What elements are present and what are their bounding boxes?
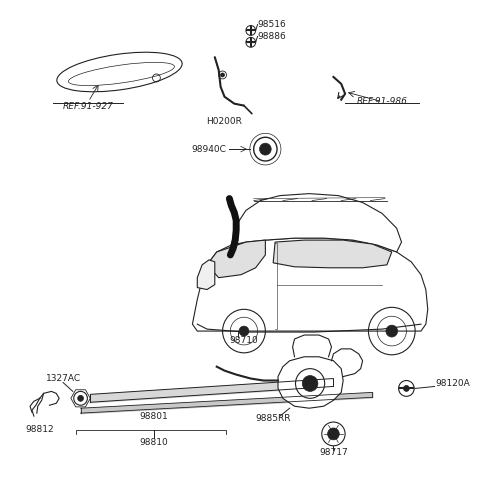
Polygon shape bbox=[192, 238, 428, 331]
Text: 1327AC: 1327AC bbox=[46, 374, 81, 383]
Text: 98940C: 98940C bbox=[192, 144, 227, 153]
Text: 98120A: 98120A bbox=[435, 379, 470, 388]
Polygon shape bbox=[278, 357, 343, 408]
Circle shape bbox=[386, 325, 397, 337]
Circle shape bbox=[78, 395, 84, 401]
Circle shape bbox=[221, 73, 225, 77]
Circle shape bbox=[302, 375, 318, 391]
Text: REF.91-986: REF.91-986 bbox=[357, 97, 408, 106]
Polygon shape bbox=[197, 260, 215, 289]
Circle shape bbox=[260, 143, 271, 155]
Text: 98717: 98717 bbox=[319, 448, 348, 457]
Circle shape bbox=[404, 385, 409, 391]
Text: 98812: 98812 bbox=[25, 425, 54, 434]
Text: 98810: 98810 bbox=[139, 438, 168, 447]
Circle shape bbox=[328, 428, 339, 440]
Text: 98886: 98886 bbox=[258, 32, 287, 41]
Polygon shape bbox=[207, 240, 265, 278]
Text: 98516: 98516 bbox=[258, 20, 287, 29]
Circle shape bbox=[239, 326, 249, 336]
Polygon shape bbox=[273, 240, 392, 268]
Ellipse shape bbox=[69, 62, 174, 86]
Text: 98801: 98801 bbox=[139, 412, 168, 421]
Text: H0200R: H0200R bbox=[206, 117, 242, 126]
Text: 9885RR: 9885RR bbox=[255, 414, 291, 423]
Polygon shape bbox=[231, 194, 401, 252]
Text: 98710: 98710 bbox=[229, 337, 258, 346]
Text: REF.91-927: REF.91-927 bbox=[63, 102, 114, 111]
Ellipse shape bbox=[57, 52, 182, 92]
